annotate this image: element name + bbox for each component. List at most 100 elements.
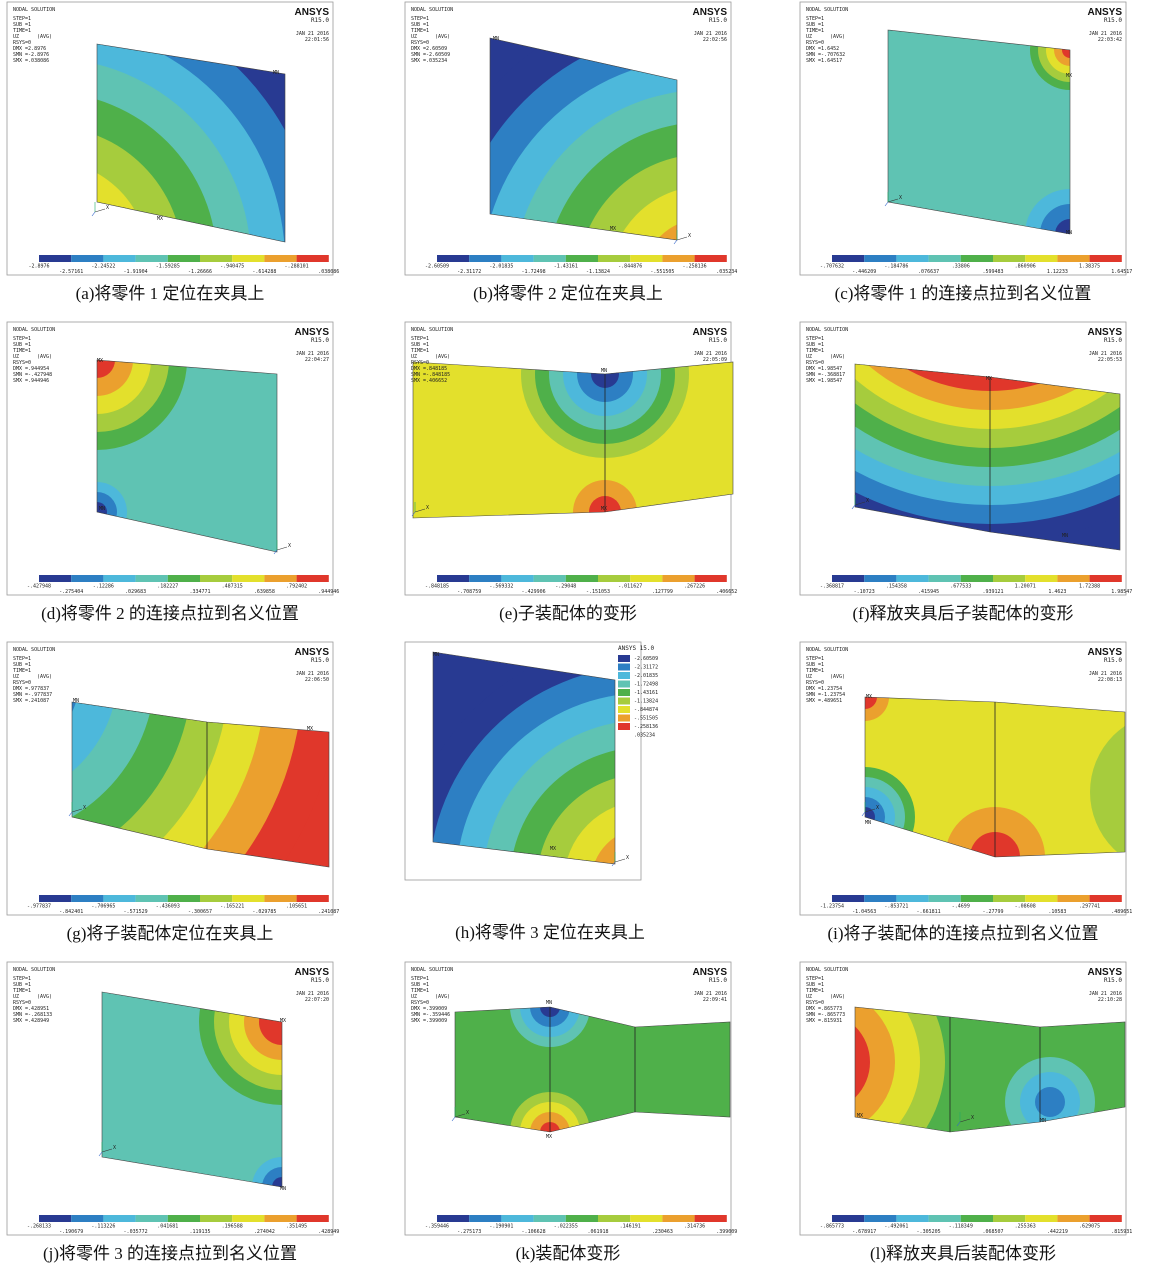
- legend-label: .33806: [952, 264, 970, 270]
- legend-swatch: [566, 575, 598, 582]
- legend-label: -.569332: [489, 584, 513, 590]
- header-line: NODAL SOLUTION: [411, 7, 453, 13]
- legend-swatch: [264, 895, 296, 902]
- legend-label: .061918: [587, 1229, 608, 1235]
- legend-label: .399009: [716, 1229, 737, 1235]
- caption: (b)将零件 2 定位在夹具上: [473, 284, 663, 303]
- legend-swatch: [929, 255, 961, 262]
- legend-label: -1.43161: [554, 264, 578, 270]
- header-avg: (AVG): [830, 34, 845, 40]
- release: R15.0: [311, 657, 329, 664]
- caption: (e)子装配体的变形: [499, 604, 637, 623]
- legend-label: -2.31172: [634, 665, 658, 671]
- header-avg: (AVG): [37, 994, 52, 1000]
- legend-label: -.571529: [124, 909, 148, 915]
- legend-swatch: [695, 1215, 727, 1222]
- legend-label: .489651: [1111, 909, 1132, 915]
- release: R15.0: [709, 17, 727, 24]
- header-line: SMX =.241087: [13, 698, 49, 704]
- legend-label: .944946: [318, 589, 339, 595]
- legend-swatch: [200, 895, 232, 902]
- release: R15.0: [1104, 977, 1122, 984]
- header-line: SMX =.406652: [411, 378, 447, 384]
- legend-swatch: [618, 681, 630, 688]
- legend-label: -.661811: [917, 909, 941, 915]
- legend-swatch: [993, 1215, 1025, 1222]
- legend-label: .119135: [189, 1229, 210, 1235]
- release: R15.0: [1104, 17, 1122, 24]
- legend-label: -.035772: [124, 1229, 148, 1235]
- legend-label: .792402: [286, 584, 307, 590]
- legend-swatch: [695, 575, 727, 582]
- axis-tag: X: [971, 1115, 974, 1121]
- legend-label: .035234: [716, 269, 737, 275]
- legend-swatch: [168, 895, 200, 902]
- legend-swatch: [1057, 895, 1089, 902]
- legend-swatch: [297, 255, 329, 262]
- legend-label: -.011627: [618, 584, 642, 590]
- legend-label: .076637: [918, 269, 939, 275]
- legend-swatch: [630, 1215, 662, 1222]
- legend-label: -2.01835: [489, 264, 513, 270]
- legend-swatch: [232, 1215, 264, 1222]
- release: R15.0: [311, 977, 329, 984]
- legend-swatch: [662, 575, 694, 582]
- legend-label: -.844874: [634, 707, 658, 713]
- header-line: NODAL SOLUTION: [411, 967, 453, 973]
- caption: (f)释放夹具后子装配体的变形: [853, 604, 1074, 623]
- legend-label: -.106628: [522, 1229, 546, 1235]
- caption: (i)将子装配体的连接点拉到名义位置: [827, 924, 1098, 943]
- legend-label: -.551505: [650, 269, 674, 275]
- axis-tag: X: [466, 1110, 469, 1116]
- legend-swatch: [961, 1215, 993, 1222]
- legend-label: -.614288: [252, 269, 276, 275]
- legend-swatch: [136, 255, 168, 262]
- header-avg: (AVG): [830, 674, 845, 680]
- header-quantity: UZ: [806, 674, 812, 680]
- legend-swatch: [136, 575, 168, 582]
- legend-swatch: [662, 255, 694, 262]
- max-tag: MX: [601, 506, 607, 512]
- legend-swatch: [232, 575, 264, 582]
- release: R15.0: [709, 337, 727, 344]
- legend-label: .297741: [1079, 904, 1100, 910]
- legend-label: -.436093: [156, 904, 180, 910]
- header-line: NODAL SOLUTION: [411, 327, 453, 333]
- legend-label: -1.13824: [634, 699, 658, 705]
- legend-label: .255363: [1015, 1224, 1036, 1230]
- legend-label: 1.98547: [1111, 589, 1132, 595]
- header-line: SMX =.489651: [806, 698, 842, 704]
- legend-label: -2.57161: [59, 269, 83, 275]
- legend-swatch: [1057, 575, 1089, 582]
- legend-swatch: [232, 895, 264, 902]
- legend-swatch: [136, 895, 168, 902]
- header-quantity: UZ: [806, 34, 812, 40]
- legend-swatch: [961, 575, 993, 582]
- legend-label: .415945: [918, 589, 939, 595]
- legend-label: -.492061: [884, 1224, 908, 1230]
- axis-tag: X: [83, 805, 86, 811]
- legend-label: -.708759: [457, 589, 481, 595]
- caption: (h)将零件 3 定位在夹具上: [455, 923, 645, 942]
- legend-label: -.940475: [220, 264, 244, 270]
- release: R15.0: [1104, 657, 1122, 664]
- legend-swatch: [200, 575, 232, 582]
- legend-label: -.184786: [884, 264, 908, 270]
- header-quantity: UZ: [806, 354, 812, 360]
- legend-swatch: [501, 255, 533, 262]
- legend-label: -2.60509: [425, 264, 449, 270]
- legend-label: .146191: [620, 1224, 641, 1230]
- legend-swatch: [630, 255, 662, 262]
- legend-label: -.190679: [59, 1229, 83, 1235]
- max-tag: MX: [1066, 73, 1072, 79]
- panel: MNMXXNODAL SOLUTIONSTEP=1SUB =1TIME=1RSY…: [405, 290, 737, 623]
- legend-swatch: [39, 895, 71, 902]
- header-quantity: UZ: [411, 354, 417, 360]
- legend-label: -.853721: [884, 904, 908, 910]
- legend-label: -.288101: [285, 264, 309, 270]
- legend-swatch: [264, 255, 296, 262]
- legend-swatch: [1090, 895, 1122, 902]
- axis-tag: X: [113, 1145, 116, 1151]
- time: 22:10:28: [1098, 997, 1122, 1003]
- legend-swatch: [534, 575, 566, 582]
